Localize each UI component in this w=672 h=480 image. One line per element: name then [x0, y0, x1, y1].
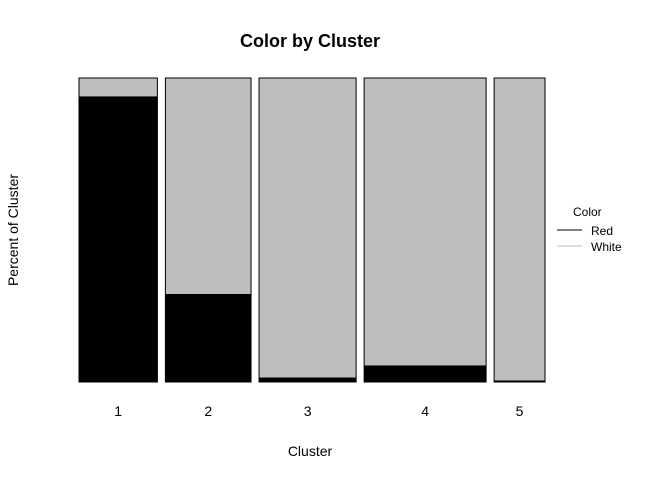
bar-segment-white-cluster-3 — [259, 78, 357, 378]
legend-label-red: Red — [591, 224, 613, 238]
x-tick-label: 3 — [304, 403, 312, 419]
x-tick-label: 4 — [421, 403, 429, 419]
chart-title: Color by Cluster — [240, 31, 380, 51]
legend: Color Red White — [557, 205, 622, 254]
x-tick-label: 2 — [204, 403, 212, 419]
column-outline-cluster-5 — [493, 77, 546, 383]
bar-segment-white-cluster-1 — [79, 78, 158, 97]
x-axis-label: Cluster — [288, 443, 333, 459]
x-tick-label: 5 — [516, 403, 524, 419]
column-outline-cluster-4 — [363, 77, 487, 383]
legend-label-white: White — [591, 240, 622, 254]
bar-segment-white-cluster-2 — [165, 78, 252, 294]
bars-group — [78, 77, 546, 383]
bar-segment-red-cluster-1 — [79, 96, 158, 383]
bar-segment-white-cluster-4 — [364, 78, 487, 366]
bar-segment-red-cluster-4 — [364, 365, 487, 382]
bar-segment-red-cluster-5 — [494, 380, 545, 382]
bar-segment-red-cluster-3 — [259, 377, 357, 382]
legend-title: Color — [573, 205, 602, 219]
column-outline-cluster-3 — [258, 77, 357, 383]
x-tick-label: 1 — [114, 403, 122, 419]
bar-segment-white-cluster-5 — [494, 78, 545, 381]
column-outline-cluster-1 — [78, 77, 158, 383]
y-axis-label: Percent of Cluster — [5, 174, 21, 286]
bar-segment-red-cluster-2 — [165, 293, 252, 382]
x-tick-labels: 1 2 3 4 5 — [114, 403, 523, 419]
column-outline-cluster-2 — [164, 77, 252, 383]
